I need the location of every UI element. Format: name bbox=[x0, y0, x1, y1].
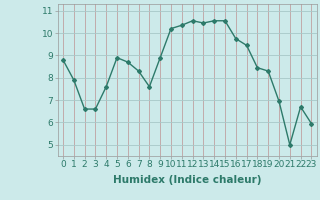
X-axis label: Humidex (Indice chaleur): Humidex (Indice chaleur) bbox=[113, 175, 261, 185]
